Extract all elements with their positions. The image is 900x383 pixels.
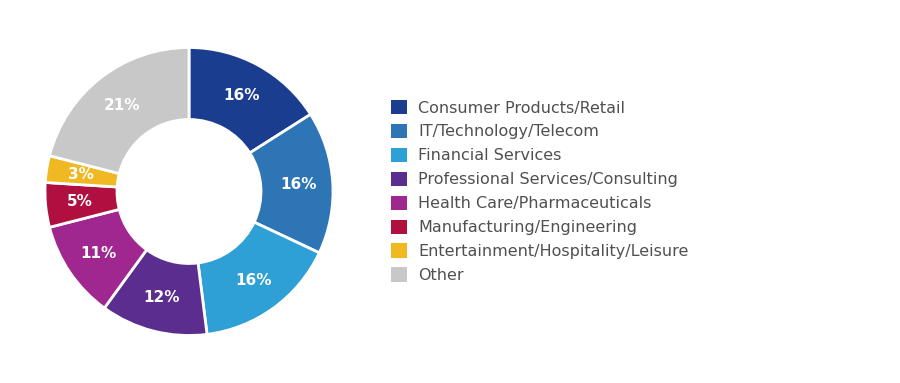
Text: 3%: 3% xyxy=(68,167,94,182)
Wedge shape xyxy=(45,182,120,228)
Text: 11%: 11% xyxy=(80,246,117,260)
Wedge shape xyxy=(250,115,333,253)
Wedge shape xyxy=(45,155,120,187)
Wedge shape xyxy=(50,47,189,173)
Text: 16%: 16% xyxy=(280,177,317,192)
Text: 12%: 12% xyxy=(143,290,180,305)
Text: 21%: 21% xyxy=(104,98,140,113)
Wedge shape xyxy=(50,210,147,308)
Text: 16%: 16% xyxy=(235,273,272,288)
Legend: Consumer Products/Retail, IT/Technology/Telecom, Financial Services, Professiona: Consumer Products/Retail, IT/Technology/… xyxy=(386,95,693,288)
Wedge shape xyxy=(198,222,320,334)
Text: 5%: 5% xyxy=(68,194,93,209)
Wedge shape xyxy=(104,250,207,336)
Text: 16%: 16% xyxy=(223,88,260,103)
Wedge shape xyxy=(189,47,310,153)
